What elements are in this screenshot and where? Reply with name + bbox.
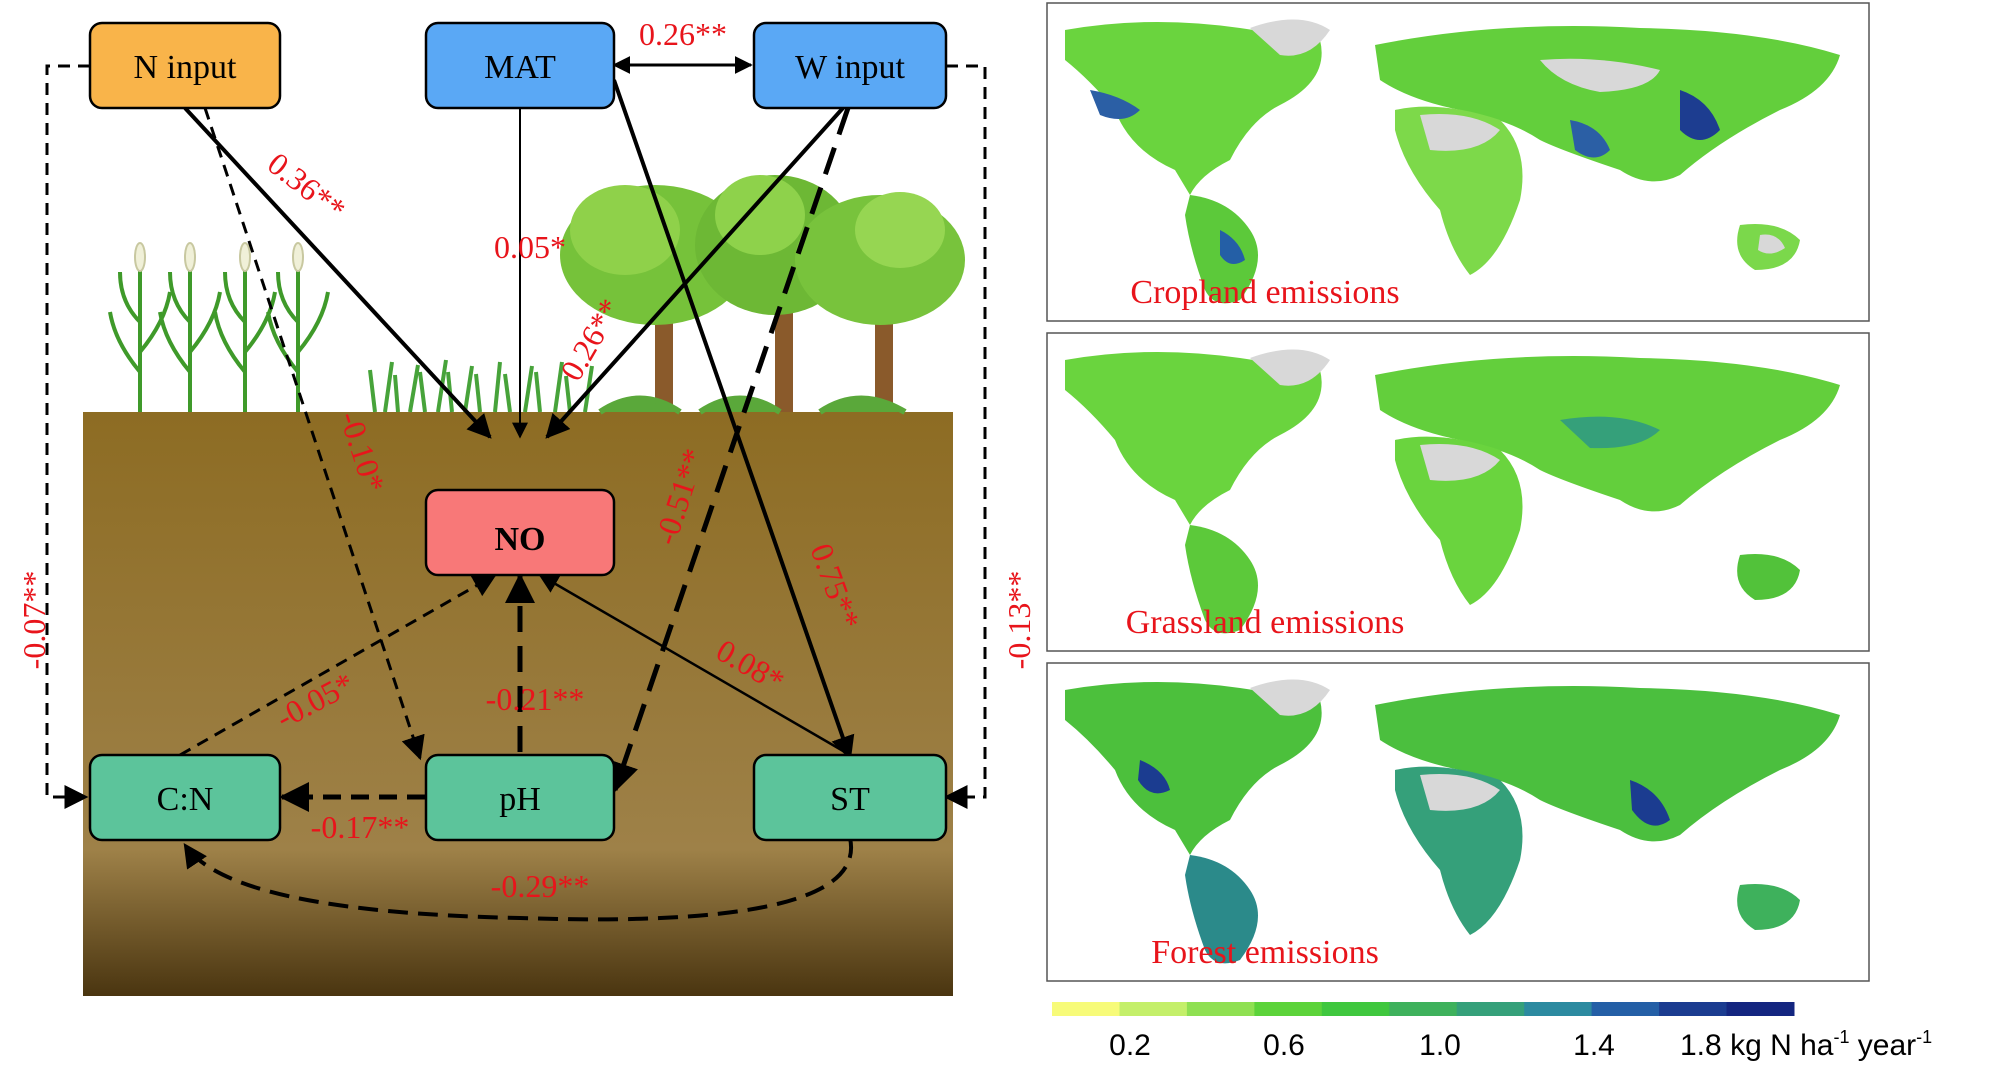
arrow-w-no [545, 106, 845, 439]
colorbar-tick: 0.2 [1109, 1029, 1151, 1062]
colorbar-ticks: 0.2 0.6 1.0 1.4 1.8 kg N ha-1 year-1 [1109, 1027, 1932, 1062]
colorbar-swatch [1389, 1002, 1458, 1016]
coef-n-cn: -0.07** [16, 571, 52, 670]
colorbar-swatch [1524, 1002, 1593, 1016]
node-no: NO [424, 488, 616, 577]
svg-text:W input: W input [795, 49, 905, 86]
svg-text:NO: NO [495, 521, 546, 558]
node-ph: pH [424, 753, 616, 842]
arrow-n-ph [203, 107, 425, 761]
path-arrows [45, 56, 987, 922]
colorbar-swatch [1659, 1002, 1728, 1016]
trees-illustration [560, 175, 965, 415]
sem-diagram: N input MAT W input NO C:N pH ST 0.26** [16, 16, 1037, 996]
coef-ph-cn: -0.17** [311, 809, 410, 845]
arrow-st-cn [183, 837, 854, 922]
colorbar-unit-label: 1.8 kg N ha-1 year-1 [1680, 1027, 1932, 1062]
map-label-forest: Forest emissions [1151, 934, 1379, 971]
map-landmass [1065, 19, 1840, 304]
map-label-cropland: Cropland emissions [1130, 274, 1399, 311]
map-landmass [1065, 349, 1840, 634]
coef-st-cn: -0.29** [491, 868, 590, 904]
coef-w-st: -0.13** [1001, 571, 1037, 670]
colorbar-tick: 0.6 [1263, 1029, 1305, 1062]
colorbar-tick: 1.4 [1573, 1029, 1615, 1062]
colorbar-swatch [1186, 1002, 1255, 1016]
colorbar-swatch [1119, 1002, 1188, 1016]
arrow-n-cn [45, 64, 90, 809]
map-forest: Forest emissions [1046, 662, 1870, 982]
corn-plants-illustration [108, 242, 330, 412]
colorbar [1052, 1002, 1795, 1016]
coef-mat-w: 0.26** [639, 16, 727, 52]
map-landmass [1065, 679, 1840, 964]
colorbar-swatch [1052, 1002, 1120, 1016]
arrow-n-no [183, 106, 492, 439]
arrow-w-ph [609, 107, 851, 793]
node-mat: MAT [424, 21, 616, 110]
map-label-grassland: Grassland emissions [1126, 604, 1405, 641]
arrow-w-st [943, 64, 987, 809]
colorbar-swatch [1726, 1002, 1795, 1016]
node-cn: C:N [88, 753, 282, 842]
coef-n-no: 0.36** [261, 145, 353, 228]
svg-text:N input: N input [134, 49, 238, 86]
arrow-st-no [538, 573, 851, 757]
coef-w-no: 0.26** [553, 292, 628, 386]
colorbar-swatch [1591, 1002, 1660, 1016]
map-grassland: Grassland emissions [1046, 332, 1870, 652]
emission-maps: Cropland emissions Grassland emissions [1046, 2, 1932, 1062]
node-w-input: W input [752, 21, 948, 110]
colorbar-swatch [1254, 1002, 1323, 1016]
node-st: ST [752, 753, 948, 842]
svg-text:pH: pH [499, 781, 541, 818]
colorbar-swatch [1456, 1002, 1525, 1016]
colorbar-swatch [1321, 1002, 1390, 1016]
node-n-input: N input [88, 21, 282, 110]
svg-text:C:N: C:N [157, 781, 214, 818]
svg-text:MAT: MAT [484, 49, 556, 86]
map-cropland: Cropland emissions [1046, 2, 1870, 322]
svg-text:ST: ST [830, 781, 870, 818]
colorbar-tick: 1.0 [1419, 1029, 1461, 1062]
coef-ph-no: -0.21** [486, 681, 585, 717]
arrow-cn-no [179, 573, 498, 757]
arrow-mat-st [612, 79, 855, 761]
coef-mat-no: 0.05* [494, 229, 566, 265]
